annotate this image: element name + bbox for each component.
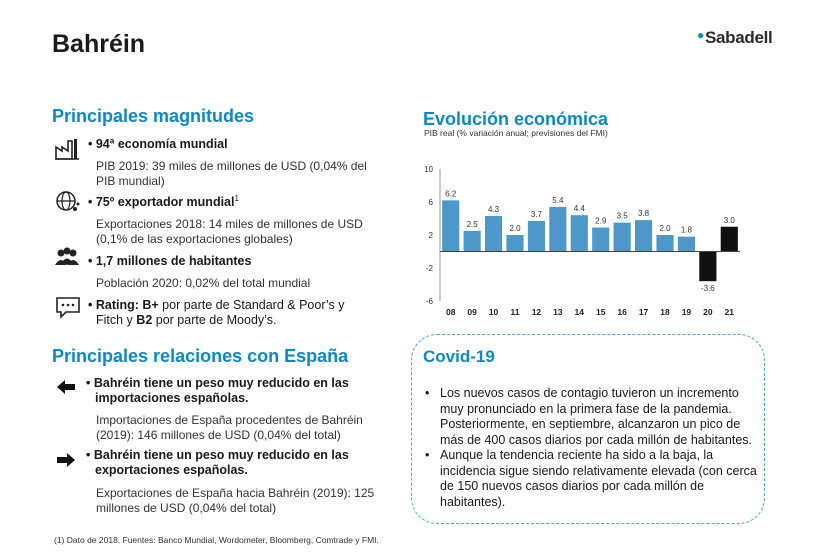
rating-moody-value: B2 [136,313,153,327]
bar [485,216,503,252]
bar [613,222,631,252]
relacion-2-title-line-2: exportaciones españolas. [95,463,248,477]
y-tick-label: -2 [426,264,434,273]
bar [463,230,481,252]
bar [635,220,653,252]
relaciones-heading: Principales relaciones con España [52,346,349,366]
magnitude-2-detail: Exportaciones 2018: 14 miles de millones… [96,217,363,247]
data-label: 4.3 [488,205,500,214]
magnitude-1-line-2: PIB mundial) [96,174,165,188]
magnitude-3-title: • 1,7 millones de habitantes [88,254,252,268]
speech-bubble-icon [56,297,80,319]
magnitude-3-detail: Población 2020: 0,02% del total mundial [96,276,311,290]
data-label: 4.4 [574,204,586,213]
data-label: 6.2 [445,189,457,198]
relacion-1-title-line-1: • Bahréin tiene un peso muy reducido en … [86,376,349,390]
covid-bullets: Los nuevos casos de contagio tuvieron un… [424,386,759,510]
relacion-2-detail: Exportaciones de España hacia Bahréin (2… [96,486,374,516]
x-tick-label: 21 [725,307,735,317]
relacion-1-detail: Importaciones de España procedentes de B… [96,413,363,443]
x-tick-label: 14 [575,307,585,317]
magnitude-1-title: • 94ª economía mundial [88,137,228,151]
magnitude-1-line-1: PIB 2019: 39 miles de millones de USD (0… [96,159,367,173]
relacion-1-title-line-2: importaciones españolas. [95,391,249,405]
relacion-2-line-2: millones de USD (0,04% del total) [96,501,277,515]
x-tick-label: 13 [553,307,563,317]
bar [720,226,738,252]
bar [570,215,588,252]
y-tick-label: 10 [424,165,433,174]
logo-mark-icon: ● [697,28,704,42]
data-label: 3.0 [724,216,736,225]
data-label: 3.7 [531,210,543,219]
bar [527,220,545,252]
bar [442,200,460,252]
x-tick-label: 16 [617,307,627,317]
relacion-2-title: • Bahréin tiene un peso muy reducido en … [86,448,349,478]
x-tick-label: 08 [446,307,456,317]
factory-icon [55,139,79,160]
arrow-left-icon [57,380,75,394]
covid-title: Covid-19 [423,347,495,366]
covid-panel [411,334,765,524]
rating-fitch: Fitch y [96,313,137,327]
rating-moody-agency: por parte de Moody’s. [152,313,277,327]
data-label: 2.0 [509,224,521,233]
data-label: 5.4 [552,196,564,205]
x-tick-label: 17 [639,307,649,317]
data-label: 3.5 [617,212,629,221]
covid-bullet-2: Aunque la tendencia reciente ha sido a l… [424,448,759,510]
x-tick-label: 11 [511,307,520,317]
x-tick-label: 19 [682,307,692,317]
relacion-1-line-1: Importaciones de España procedentes de B… [96,413,363,427]
magnitude-2-line-1: Exportaciones 2018: 14 miles de millones… [96,217,363,231]
y-tick-label: 2 [429,231,434,240]
data-label: 2.9 [595,217,607,226]
y-tick-label: -6 [426,297,434,306]
data-label: 2.5 [467,220,479,229]
arrow-right-icon [57,453,75,467]
chart-subtitle: PIB real (% variación anual; previsiones… [424,128,608,138]
x-tick-label: 18 [660,307,670,317]
data-label: 2.0 [659,224,671,233]
magnitude-2-line-2: (0,1% de las exportaciones globales) [96,232,293,246]
globe-network-icon [56,191,80,211]
footnote-ref: 1 [234,194,239,203]
magnitude-1-detail: PIB 2019: 39 miles de millones de USD (0… [96,159,367,189]
rating-sp-agency: por parte de Standard & Poor’s y [158,298,345,312]
x-tick-label: 12 [532,307,542,317]
bar [592,227,610,252]
relacion-2-line-1: Exportaciones de España hacia Bahréin (2… [96,486,375,500]
rating-text: • Rating: B+ por parte de Standard & Poo… [88,298,344,328]
covid-bullet-1: Los nuevos casos de contagio tuvieron un… [424,386,759,448]
x-tick-label: 09 [467,307,477,317]
rating-sp: B+ [142,298,159,312]
people-icon [55,247,79,265]
bar [506,235,524,252]
data-label: 1.8 [681,226,693,235]
bar [677,236,695,252]
data-label: -3.6 [701,284,715,293]
bar [656,235,674,252]
logo-text: Sabadell [704,28,773,47]
relacion-1-line-2: (2019): 146 millones de USD (0,04% del t… [96,428,341,442]
chart-title: Evolución económica [423,109,609,129]
data-label: 3.8 [638,209,650,218]
x-tick-label: 10 [489,307,499,317]
page-title: Bahréin [52,30,146,58]
relacion-2-title-line-1: • Bahréin tiene un peso muy reducido en … [86,448,349,462]
footnote: (1) Dato de 2018. Fuentes: Banco Mundial… [54,535,379,545]
y-tick-label: 6 [429,198,434,207]
sabadell-logo: ●Sabadell [697,28,773,48]
rating-label: • Rating: [88,298,143,312]
x-tick-label: 15 [596,307,606,317]
magnitude-2-title: • 75º exportador mundial1 [88,194,239,209]
x-tick-label: 20 [703,307,713,317]
bar [549,206,567,252]
magnitude-2-title-text: • 75º exportador mundial [88,195,235,210]
gdp-bar-chart: 10 6 2 -2 -6 6.2 08 2.5 09 4.3 10 2.0 11 3.7 12 5.4 13 4.… [424,165,740,317]
bar [699,251,717,282]
relacion-1-title: • Bahréin tiene un peso muy reducido en … [86,376,349,406]
magnitudes-heading: Principales magnitudes [52,106,255,126]
